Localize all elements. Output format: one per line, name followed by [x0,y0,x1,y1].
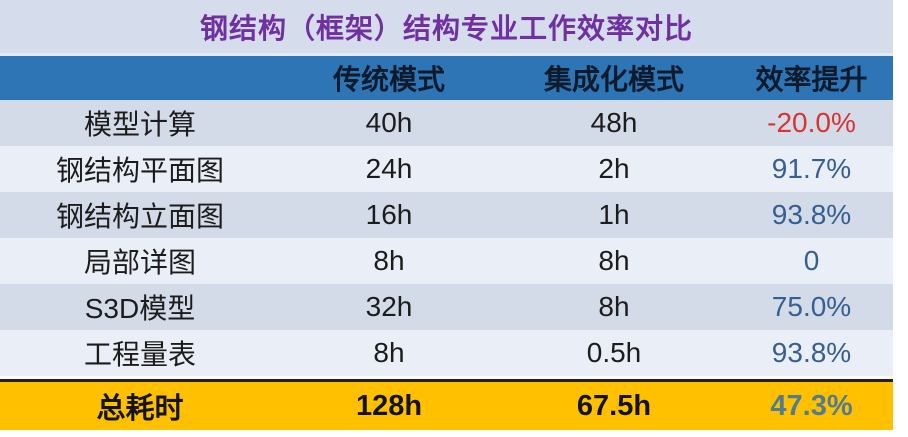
integrated-cell: 1h [598,199,630,230]
table-row: 钢结构平面图 24h 2h 91.7% [0,146,893,192]
total-traditional-cell: 128h [355,389,423,422]
total-divider-rule [0,379,893,382]
header-cell-efficiency: 效率提升 [755,64,868,95]
row-label: 局部详图 [83,247,196,278]
header-cell-traditional: 传统模式 [332,64,445,95]
total-label: 总耗时 [96,393,184,425]
header-cell-integrated: 集成化模式 [543,64,684,95]
efficiency-cell: 75.0% [771,291,852,322]
integrated-cell: 2h [598,153,630,184]
efficiency-cell: 91.7% [771,153,852,184]
row-label: 模型计算 [83,109,196,140]
content-area: 钢结构（框架）结构专业工作效率对比 传统模式 集成化模式 效率提升 模型计算 4… [0,0,893,430]
table-total-row: 总耗时 128h 67.5h 47.3% [0,382,893,430]
integrated-cell: 8h [598,245,630,276]
efficiency-cell: 93.8% [771,199,852,230]
row-label: S3D模型 [84,293,196,324]
table-row: S3D模型 32h 8h 75.0% [0,284,893,330]
traditional-cell: 8h [373,337,405,368]
header-cell-blank [0,56,280,100]
efficiency-cell: 93.8% [771,337,852,368]
integrated-cell: 8h [598,291,630,322]
total-efficiency-cell: 47.3% [770,389,853,422]
total-integrated-cell: 67.5h [576,389,652,422]
row-label: 钢结构立面图 [55,201,224,232]
title-bar: 钢结构（框架）结构专业工作效率对比 [0,0,893,56]
comparison-table: 传统模式 集成化模式 效率提升 模型计算 40h 48h -20.0% 钢结构平… [0,56,893,430]
table-row: 模型计算 40h 48h -20.0% [0,100,893,146]
table-row: 局部详图 8h 8h 0 [0,238,893,284]
row-label: 钢结构平面图 [55,155,224,186]
table-row: 钢结构立面图 16h 1h 93.8% [0,192,893,238]
efficiency-cell: -20.0% [767,107,856,138]
page-title: 钢结构（框架）结构专业工作效率对比 [199,12,693,44]
efficiency-cell: 0 [803,245,820,276]
traditional-cell: 24h [365,153,413,184]
row-separator [0,376,893,379]
traditional-cell: 16h [365,199,413,230]
integrated-cell: 48h [590,107,638,138]
integrated-cell: 0.5h [586,337,642,368]
traditional-cell: 8h [373,245,405,276]
traditional-cell: 40h [365,107,413,138]
table-header-row: 传统模式 集成化模式 效率提升 [0,56,893,100]
table-row: 工程量表 8h 0.5h 93.8% [0,330,893,376]
row-label: 工程量表 [83,339,196,370]
traditional-cell: 32h [365,291,413,322]
